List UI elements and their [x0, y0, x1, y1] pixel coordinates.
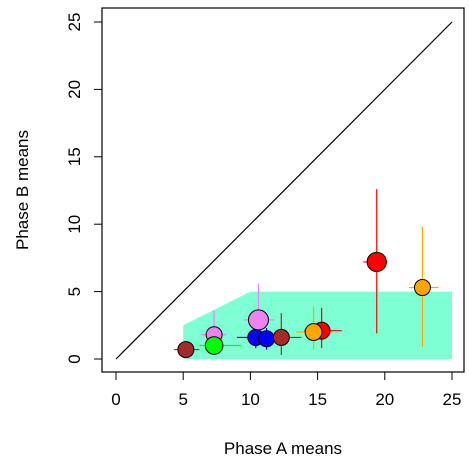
y-tick-label-5: 5	[65, 287, 84, 296]
y-tick-label-25: 25	[65, 13, 84, 32]
y-axis-title: Phase B means	[13, 130, 32, 250]
x-tick-label-20: 20	[375, 390, 394, 409]
x-tick-label-25: 25	[443, 390, 462, 409]
y-tick-label-15: 15	[65, 147, 84, 166]
y-tick-label-0: 0	[65, 354, 84, 363]
data-point-10	[366, 251, 387, 273]
x-tick-label-15: 15	[308, 390, 327, 409]
axis-layer: 0 5 10 15 20 25 0 5 10 15 20 25	[65, 13, 461, 409]
plot-layer	[115, 21, 453, 360]
data-point-9	[304, 323, 323, 341]
x-tick-label-10: 10	[241, 390, 260, 409]
reference-line	[115, 21, 453, 360]
x-axis-title: Phase A means	[224, 439, 342, 458]
data-point-3	[204, 336, 224, 355]
data-point-6	[247, 309, 269, 331]
x-tick-label-5: 5	[178, 390, 187, 409]
data-point-5	[258, 330, 276, 348]
data-point-11	[413, 279, 431, 297]
data-point-7	[272, 328, 290, 346]
data-point-1	[177, 341, 195, 359]
x-tick-label-0: 0	[111, 390, 120, 409]
y-tick-label-20: 20	[65, 80, 84, 99]
y-tick-label-10: 10	[65, 215, 84, 234]
